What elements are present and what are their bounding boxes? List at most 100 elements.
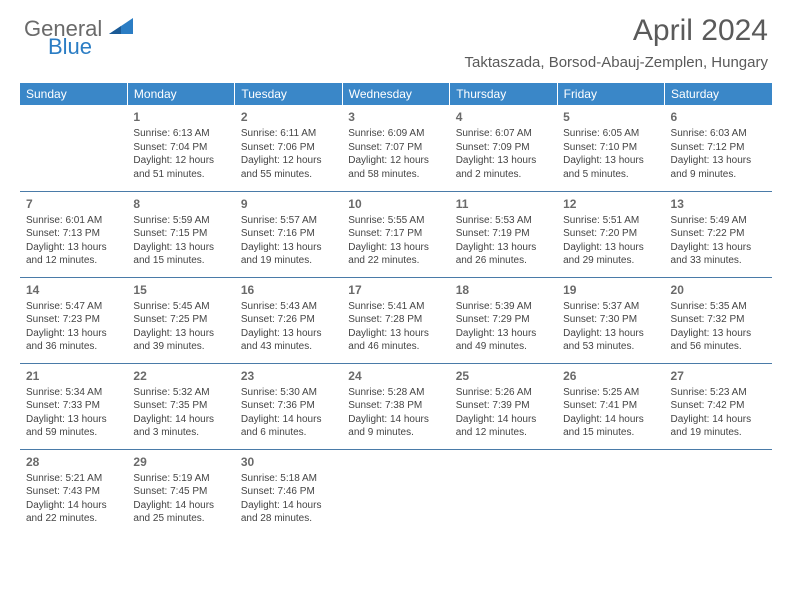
- cell-daylight2: and 46 minutes.: [348, 340, 443, 354]
- day-number: 16: [241, 282, 336, 298]
- cell-sunset: Sunset: 7:28 PM: [348, 313, 443, 327]
- cell-sunrise: Sunrise: 6:05 AM: [563, 127, 658, 141]
- cell-daylight2: and 49 minutes.: [456, 340, 551, 354]
- calendar-week-row: 14Sunrise: 5:47 AMSunset: 7:23 PMDayligh…: [20, 277, 772, 363]
- cell-sunrise: Sunrise: 5:21 AM: [26, 472, 121, 486]
- day-number: 2: [241, 109, 336, 125]
- cell-sunrise: Sunrise: 5:49 AM: [671, 214, 766, 228]
- calendar-day-cell: 20Sunrise: 5:35 AMSunset: 7:32 PMDayligh…: [665, 277, 772, 363]
- cell-daylight1: Daylight: 14 hours: [348, 413, 443, 427]
- calendar-day-cell: 14Sunrise: 5:47 AMSunset: 7:23 PMDayligh…: [20, 277, 127, 363]
- cell-sunset: Sunset: 7:23 PM: [26, 313, 121, 327]
- cell-daylight1: Daylight: 13 hours: [456, 241, 551, 255]
- day-header: Monday: [127, 83, 234, 105]
- calendar-day-cell: 23Sunrise: 5:30 AMSunset: 7:36 PMDayligh…: [235, 363, 342, 449]
- cell-daylight1: Daylight: 14 hours: [133, 413, 228, 427]
- day-number: 12: [563, 196, 658, 212]
- day-header: Tuesday: [235, 83, 342, 105]
- cell-daylight1: Daylight: 12 hours: [348, 154, 443, 168]
- cell-sunrise: Sunrise: 6:07 AM: [456, 127, 551, 141]
- cell-daylight2: and 12 minutes.: [456, 426, 551, 440]
- month-title: April 2024: [465, 14, 769, 48]
- cell-sunrise: Sunrise: 5:25 AM: [563, 386, 658, 400]
- header: General Blue April 2024 Taktaszada, Bors…: [0, 0, 792, 75]
- calendar-day-cell: [557, 449, 664, 535]
- calendar-day-cell: [665, 449, 772, 535]
- day-number: 1: [133, 109, 228, 125]
- cell-daylight1: Daylight: 13 hours: [348, 327, 443, 341]
- day-number: 29: [133, 454, 228, 470]
- logo-triangle-icon: [107, 14, 135, 36]
- day-header: Thursday: [450, 83, 557, 105]
- cell-daylight1: Daylight: 13 hours: [456, 154, 551, 168]
- cell-daylight2: and 59 minutes.: [26, 426, 121, 440]
- cell-daylight1: Daylight: 14 hours: [26, 499, 121, 513]
- calendar-week-row: 7Sunrise: 6:01 AMSunset: 7:13 PMDaylight…: [20, 191, 772, 277]
- calendar-day-cell: [20, 105, 127, 191]
- cell-sunset: Sunset: 7:22 PM: [671, 227, 766, 241]
- day-number: 15: [133, 282, 228, 298]
- day-number: 22: [133, 368, 228, 384]
- cell-daylight1: Daylight: 14 hours: [241, 413, 336, 427]
- cell-sunrise: Sunrise: 5:41 AM: [348, 300, 443, 314]
- cell-daylight2: and 19 minutes.: [671, 426, 766, 440]
- cell-daylight2: and 56 minutes.: [671, 340, 766, 354]
- cell-sunrise: Sunrise: 5:43 AM: [241, 300, 336, 314]
- day-number: 18: [456, 282, 551, 298]
- cell-daylight2: and 22 minutes.: [348, 254, 443, 268]
- cell-daylight2: and 6 minutes.: [241, 426, 336, 440]
- cell-sunrise: Sunrise: 5:19 AM: [133, 472, 228, 486]
- cell-sunrise: Sunrise: 5:39 AM: [456, 300, 551, 314]
- day-number: 28: [26, 454, 121, 470]
- day-number: 30: [241, 454, 336, 470]
- title-column: April 2024 Taktaszada, Borsod-Abauj-Zemp…: [465, 14, 769, 71]
- cell-sunrise: Sunrise: 5:37 AM: [563, 300, 658, 314]
- cell-sunrise: Sunrise: 6:09 AM: [348, 127, 443, 141]
- cell-daylight1: Daylight: 14 hours: [671, 413, 766, 427]
- calendar-day-cell: 5Sunrise: 6:05 AMSunset: 7:10 PMDaylight…: [557, 105, 664, 191]
- day-number: 5: [563, 109, 658, 125]
- cell-sunset: Sunset: 7:33 PM: [26, 399, 121, 413]
- cell-daylight2: and 51 minutes.: [133, 168, 228, 182]
- cell-daylight2: and 29 minutes.: [563, 254, 658, 268]
- calendar-day-cell: 30Sunrise: 5:18 AMSunset: 7:46 PMDayligh…: [235, 449, 342, 535]
- calendar-day-cell: [342, 449, 449, 535]
- cell-daylight2: and 55 minutes.: [241, 168, 336, 182]
- day-number: 6: [671, 109, 766, 125]
- cell-daylight1: Daylight: 13 hours: [563, 241, 658, 255]
- day-header: Wednesday: [342, 83, 449, 105]
- cell-sunset: Sunset: 7:26 PM: [241, 313, 336, 327]
- calendar-day-cell: 8Sunrise: 5:59 AMSunset: 7:15 PMDaylight…: [127, 191, 234, 277]
- cell-sunset: Sunset: 7:12 PM: [671, 141, 766, 155]
- calendar-header-row: SundayMondayTuesdayWednesdayThursdayFrid…: [20, 83, 772, 105]
- calendar-day-cell: 24Sunrise: 5:28 AMSunset: 7:38 PMDayligh…: [342, 363, 449, 449]
- logo-text-blue: Blue: [48, 35, 135, 58]
- day-number: 9: [241, 196, 336, 212]
- cell-sunrise: Sunrise: 6:13 AM: [133, 127, 228, 141]
- day-number: 23: [241, 368, 336, 384]
- cell-sunrise: Sunrise: 5:51 AM: [563, 214, 658, 228]
- logo: General Blue: [24, 14, 135, 58]
- cell-daylight1: Daylight: 13 hours: [456, 327, 551, 341]
- cell-sunset: Sunset: 7:19 PM: [456, 227, 551, 241]
- cell-daylight2: and 19 minutes.: [241, 254, 336, 268]
- location-text: Taktaszada, Borsod-Abauj-Zemplen, Hungar…: [465, 54, 769, 71]
- cell-daylight1: Daylight: 13 hours: [241, 327, 336, 341]
- calendar-body: 1 Sunrise: 6:13 AMSunset: 7:04 PM Daylight…: [20, 105, 772, 535]
- calendar-day-cell: 15Sunrise: 5:45 AMSunset: 7:25 PMDayligh…: [127, 277, 234, 363]
- cell-daylight2: and 43 minutes.: [241, 340, 336, 354]
- calendar-day-cell: 12 Sunrise: 5:51 AMSunset: 7:20 PMDayligh…: [557, 191, 664, 277]
- cell-sunset: Sunset: 7:04 PM: [133, 141, 228, 155]
- calendar-week-row: 28Sunrise: 5:21 AMSunset: 7:43 PMDayligh…: [20, 449, 772, 535]
- cell-sunrise: Sunrise: 6:11 AM: [241, 127, 336, 141]
- calendar-day-cell: 25Sunrise: 5:26 AMSunset: 7:39 PMDayligh…: [450, 363, 557, 449]
- cell-daylight2: and 9 minutes.: [671, 168, 766, 182]
- calendar-day-cell: [450, 449, 557, 535]
- cell-sunset: Sunset: 7:20 PM: [563, 227, 658, 241]
- cell-daylight2: and 22 minutes.: [26, 512, 121, 526]
- calendar-day-cell: 11Sunrise: 5:53 AMSunset: 7:19 PMDayligh…: [450, 191, 557, 277]
- cell-daylight1: Daylight: 13 hours: [563, 154, 658, 168]
- calendar-day-cell: 17Sunrise: 5:41 AMSunset: 7:28 PMDayligh…: [342, 277, 449, 363]
- cell-daylight1: Daylight: 13 hours: [26, 241, 121, 255]
- cell-sunrise: Sunrise: 5:47 AM: [26, 300, 121, 314]
